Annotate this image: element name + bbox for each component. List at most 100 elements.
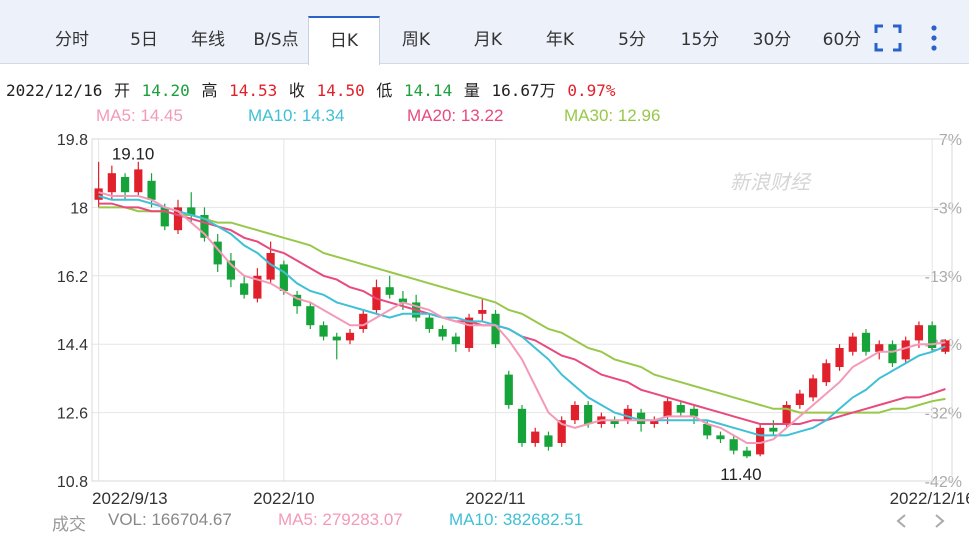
watermark: 新浪财经	[730, 170, 812, 194]
candle-body	[438, 329, 447, 337]
candle-body	[795, 393, 804, 405]
candle-body	[941, 340, 950, 352]
pct-tick-label: -32%	[925, 406, 962, 423]
price-annotation: 19.10	[112, 145, 155, 164]
tab-6[interactable]: 月K	[473, 30, 503, 50]
candle-body	[822, 363, 831, 383]
y-tick-label: 19.8	[57, 132, 88, 149]
info-volume-label: 量	[463, 81, 480, 100]
candle-body	[306, 306, 315, 326]
info-close-label: 收	[288, 81, 305, 100]
candle-body	[636, 412, 646, 424]
candle-body	[160, 207, 169, 227]
tab-4[interactable]: 日K	[308, 16, 380, 65]
x-tick-label: 2022/10	[253, 489, 314, 508]
y-tick-label: 10.8	[57, 474, 88, 491]
tab-2[interactable]: 年线	[191, 30, 225, 50]
candle-body	[187, 207, 196, 215]
candle-body	[901, 340, 910, 360]
candle-body	[451, 336, 460, 345]
info-low-label: 低	[376, 81, 393, 100]
candle-body	[398, 298, 408, 303]
candle-body	[782, 405, 791, 424]
more-menu-icon[interactable]	[922, 22, 946, 54]
tab-7[interactable]: 年K	[545, 30, 575, 50]
candle-body	[266, 253, 275, 280]
pct-tick-label: 7%	[939, 132, 962, 149]
legend-ma20: MA20: 13.22	[407, 106, 504, 125]
candle-body	[756, 427, 765, 455]
x-tick-label: 2022/12/16	[890, 489, 969, 508]
info-close: 14.50	[316, 81, 365, 100]
legend-ma10: MA10: 14.34	[248, 106, 345, 125]
candle-body	[345, 332, 355, 341]
info-date: 2022/12/16	[6, 81, 103, 100]
candle-body	[848, 336, 857, 352]
candle-body	[173, 207, 183, 231]
info-high: 14.53	[229, 81, 278, 100]
candle-body	[292, 294, 302, 307]
info-volume: 16.67万	[491, 81, 556, 100]
volume-ma5: MA5: 279283.07	[278, 510, 403, 529]
tab-10[interactable]: 30分	[752, 30, 792, 50]
candle-body	[888, 344, 897, 364]
candle-body	[200, 215, 209, 238]
x-tick-label: 2022/9/13	[92, 489, 168, 508]
tab-1[interactable]: 5日	[130, 30, 158, 50]
candle-body	[279, 264, 288, 291]
volume-ma10: MA10: 382682.51	[449, 510, 584, 529]
candle-body	[332, 336, 341, 341]
candle-body	[517, 408, 527, 443]
tab-0[interactable]: 分时	[55, 30, 89, 50]
candle-body	[213, 241, 222, 265]
info-open: 14.20	[141, 81, 190, 100]
candle-body	[504, 374, 513, 405]
candle-body	[689, 408, 699, 417]
ohlc-info-bar: 2022/12/16 开 14.20 高 14.53 收 14.50 低 14.…	[6, 77, 617, 101]
tab-9[interactable]: 15分	[680, 30, 720, 50]
tab-3[interactable]: B/S点	[253, 30, 299, 50]
candle-body	[253, 275, 262, 299]
scroll-left-icon[interactable]	[893, 512, 911, 530]
info-change: 0.97%	[567, 81, 616, 100]
candle-body	[147, 180, 156, 200]
candle-body	[491, 313, 500, 345]
candle-body	[570, 405, 580, 421]
pct-tick-label: -13%	[925, 269, 962, 286]
candle-body	[319, 325, 328, 337]
info-high-label: 高	[201, 81, 218, 100]
candle-body	[729, 439, 738, 451]
ma10-line	[98, 195, 946, 437]
pct-tick-label: -3%	[934, 200, 962, 217]
ma30-line	[98, 206, 946, 414]
tab-8[interactable]: 5分	[618, 30, 646, 50]
period-tabbar: 分时 5日 年线 B/S点 日K 周K 月K 年K 5分 15分 30分 60分	[0, 0, 969, 65]
candle-body	[676, 405, 685, 413]
candle-body	[808, 378, 818, 398]
candle-body	[650, 420, 659, 424]
candle-body	[875, 344, 884, 352]
candle-body	[703, 424, 712, 436]
candle-body	[425, 317, 434, 329]
candle-body	[359, 313, 368, 329]
volume-vol: VOL: 166704.67	[108, 510, 232, 529]
scroll-right-icon[interactable]	[930, 512, 948, 530]
candle-body	[531, 431, 540, 443]
info-open-label: 开	[113, 81, 130, 100]
fullscreen-icon[interactable]	[872, 22, 904, 54]
candle-body	[861, 332, 871, 352]
legend-ma30: MA30: 12.96	[564, 106, 661, 125]
candle-body	[120, 177, 130, 193]
candle-body	[94, 188, 103, 200]
info-low: 14.14	[404, 81, 453, 100]
volume-label: 成交	[52, 515, 86, 534]
kline-chart[interactable]: 19.87%18-3%16.2-13%14.4-23%12.6-32%10.8-…	[0, 127, 969, 510]
candle-body	[385, 287, 394, 295]
tab-11[interactable]: 60分	[822, 30, 862, 50]
candle-body	[226, 260, 236, 280]
ma5-line	[98, 191, 946, 444]
y-tick-label: 12.6	[57, 406, 88, 423]
candle-body	[584, 405, 593, 424]
y-tick-label: 14.4	[57, 337, 88, 354]
tab-5[interactable]: 周K	[401, 30, 431, 50]
